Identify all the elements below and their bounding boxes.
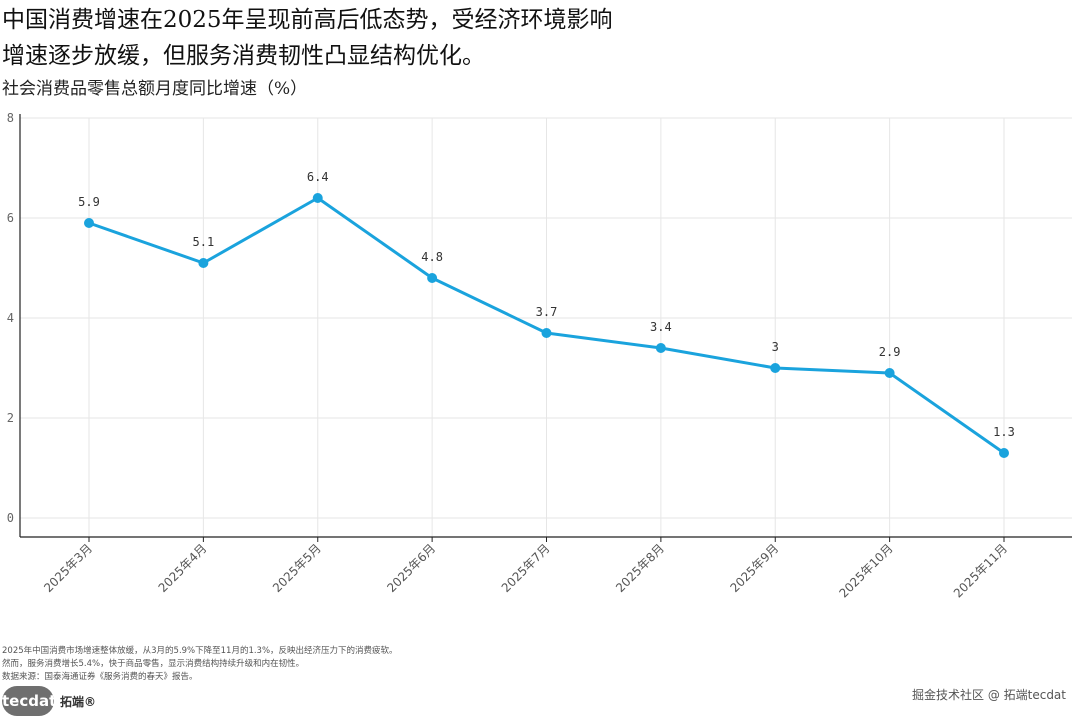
axis-layer: 0 2 4 6 8 2025年3月 2025年4月 2025年5月 2025年6月 2025年7月… — [7, 111, 1072, 600]
chart-title-line1: 中国消费增速在2025年呈现前高后低态势，受经济环境影响 — [2, 7, 613, 33]
x-tick-label-8: 2025年11月 — [951, 541, 1010, 600]
data-point-7 — [884, 368, 895, 378]
chart-title: 中国消费增速在2025年呈现前高后低态势，受经济环境影响 增速逐步放缓，但服务消… — [2, 2, 1002, 74]
y-tick-label-0: 0 — [7, 511, 14, 525]
data-point-1 — [198, 258, 209, 268]
footnote-source: 数据来源：国泰海通证券《服务消费的春天》报告。 — [2, 672, 198, 682]
footnotes: 2025年中国消费市场增速整体放缓，从3月的5.9%下降至11月的1.3%，反映… — [2, 645, 398, 684]
data-label-8: 1.3 — [993, 425, 1015, 439]
y-tick-label-4: 4 — [7, 311, 14, 325]
data-label-6: 3 — [772, 340, 779, 354]
data-point-3 — [427, 273, 438, 283]
data-label-7: 2.9 — [879, 345, 901, 359]
grid-layer — [20, 117, 1072, 537]
series-layer — [84, 193, 1009, 458]
x-tick-label-6: 2025年9月 — [727, 541, 781, 595]
footnote-service: 然而，服务消费增长5.4%，快于商品零售，显示消费结构持续升级和内在韧性。 — [2, 659, 305, 669]
data-point-8 — [999, 448, 1009, 458]
data-point-5 — [655, 343, 666, 353]
watermark: 掘金技术社区 @ 拓端tecdat — [912, 688, 1066, 702]
logo-text: 拓端® — [60, 694, 97, 709]
y-tick-label-2: 2 — [7, 411, 14, 425]
chart-title-line2: 增速逐步放缓，但服务消费韧性凸显结构优化。 — [2, 43, 485, 69]
x-tick-label-4: 2025年7月 — [499, 541, 553, 595]
label-layer: 5.9 5.1 6.4 4.8 3.7 3.4 3 2.9 1.3 — [78, 170, 1015, 439]
data-label-0: 5.9 — [78, 195, 100, 209]
brand-logo: tecdat 拓端® — [2, 686, 96, 716]
y-tick-label-6: 6 — [7, 211, 14, 225]
x-tick-label-1: 2025年4月 — [156, 541, 210, 595]
logo-badge: tecdat — [2, 686, 56, 716]
data-point-4 — [541, 328, 552, 338]
data-label-3: 4.8 — [421, 250, 443, 264]
y-tick-label-8: 8 — [7, 111, 14, 125]
data-label-5: 3.4 — [650, 320, 672, 334]
data-point-0 — [84, 218, 94, 228]
chart-subtitle: 社会消费品零售总额月度同比增速（%） — [2, 79, 308, 99]
data-label-1: 5.1 — [193, 235, 215, 249]
x-tick-label-0: 2025年3月 — [41, 541, 95, 595]
x-tick-label-3: 2025年6月 — [384, 541, 438, 595]
data-point-6 — [770, 363, 781, 373]
x-tick-label-7: 2025年10月 — [836, 541, 895, 600]
footnote-summary: 2025年中国消费市场增速整体放缓，从3月的5.9%下降至11月的1.3%，反映… — [2, 646, 398, 656]
data-label-2: 6.4 — [307, 170, 329, 184]
x-tick-label-5: 2025年8月 — [613, 541, 667, 595]
data-label-4: 3.7 — [536, 305, 558, 319]
line-chart: 0 2 4 6 8 2025年3月 2025年4月 2025年5月 2025年6月 2025年7月… — [7, 111, 1072, 600]
data-point-2 — [312, 193, 323, 203]
x-tick-label-2: 2025年5月 — [270, 541, 324, 595]
